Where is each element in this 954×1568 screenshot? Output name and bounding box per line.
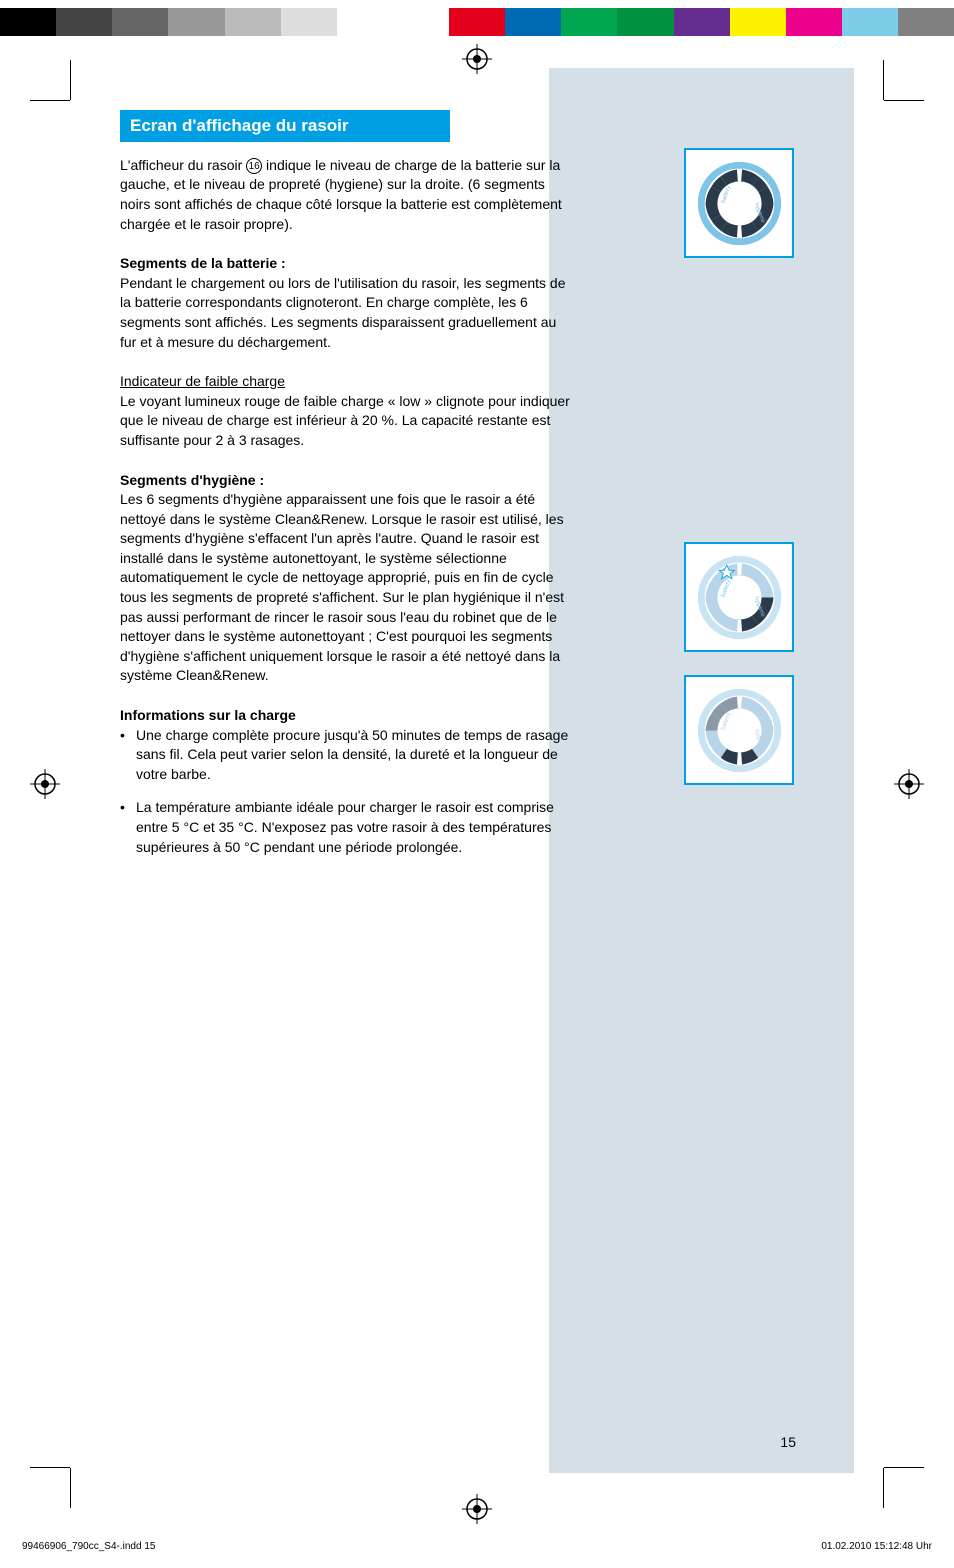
hygiene-segments-body: Les 6 segments d'hygiène apparaissent un… xyxy=(120,491,564,683)
charge-info-bullet-2: La température ambiante idéale pour char… xyxy=(120,798,575,857)
gauge-icon: battery hygiene xyxy=(697,555,782,640)
section-title: Ecran d'affichage du rasoir xyxy=(120,110,450,142)
registration-mark-icon xyxy=(462,44,492,74)
battery-segments-heading: Segments de la batterie : xyxy=(120,255,286,271)
hygiene-segments-section: Segments d'hygiène : Les 6 segments d'hy… xyxy=(120,471,575,687)
crop-mark-icon xyxy=(864,1448,924,1508)
reference-number: 16 xyxy=(246,158,262,174)
intro-text-a: L'afficheur du rasoir xyxy=(120,157,246,173)
charge-info-bullet-1: Une charge complète procure jusqu'à 50 m… xyxy=(120,726,575,785)
gauge-low-illustration: battery hygiene xyxy=(684,542,794,652)
gauge-full-illustration: battery hygiene xyxy=(684,148,794,258)
footer-timestamp: 01.02.2010 15:12:48 Uhr xyxy=(821,1540,932,1554)
registration-mark-icon xyxy=(894,769,924,799)
main-content: Ecran d'affichage du rasoir L'afficheur … xyxy=(120,110,575,877)
gauge-icon: battery hygiene xyxy=(697,688,782,773)
crop-mark-icon xyxy=(30,1448,90,1508)
crop-mark-icon xyxy=(864,60,924,120)
gauge-icon: battery hygiene xyxy=(697,161,782,246)
battery-segments-body: Pendant le chargement ou lors de l'utili… xyxy=(120,275,565,350)
intro-paragraph: L'afficheur du rasoir 16 indique le nive… xyxy=(120,156,575,234)
battery-segments-section: Segments de la batterie : Pendant le cha… xyxy=(120,254,575,352)
printer-color-bar xyxy=(0,8,954,36)
low-charge-section: Indicateur de faible charge Le voyant lu… xyxy=(120,372,575,450)
low-charge-heading: Indicateur de faible charge xyxy=(120,373,285,389)
charge-info-heading: Informations sur la charge xyxy=(120,706,575,726)
crop-mark-icon xyxy=(30,60,90,120)
low-charge-body: Le voyant lumineux rouge de faible charg… xyxy=(120,393,570,448)
registration-mark-icon xyxy=(462,1494,492,1524)
footer-file-info: 99466906_790cc_S4-.indd 15 xyxy=(22,1540,155,1554)
charge-info-section: Informations sur la charge Une charge co… xyxy=(120,706,575,857)
registration-mark-icon xyxy=(30,769,60,799)
page-number: 15 xyxy=(780,1433,796,1453)
gauge-hygiene-illustration: battery hygiene xyxy=(684,675,794,785)
hygiene-segments-heading: Segments d'hygiène : xyxy=(120,472,264,488)
